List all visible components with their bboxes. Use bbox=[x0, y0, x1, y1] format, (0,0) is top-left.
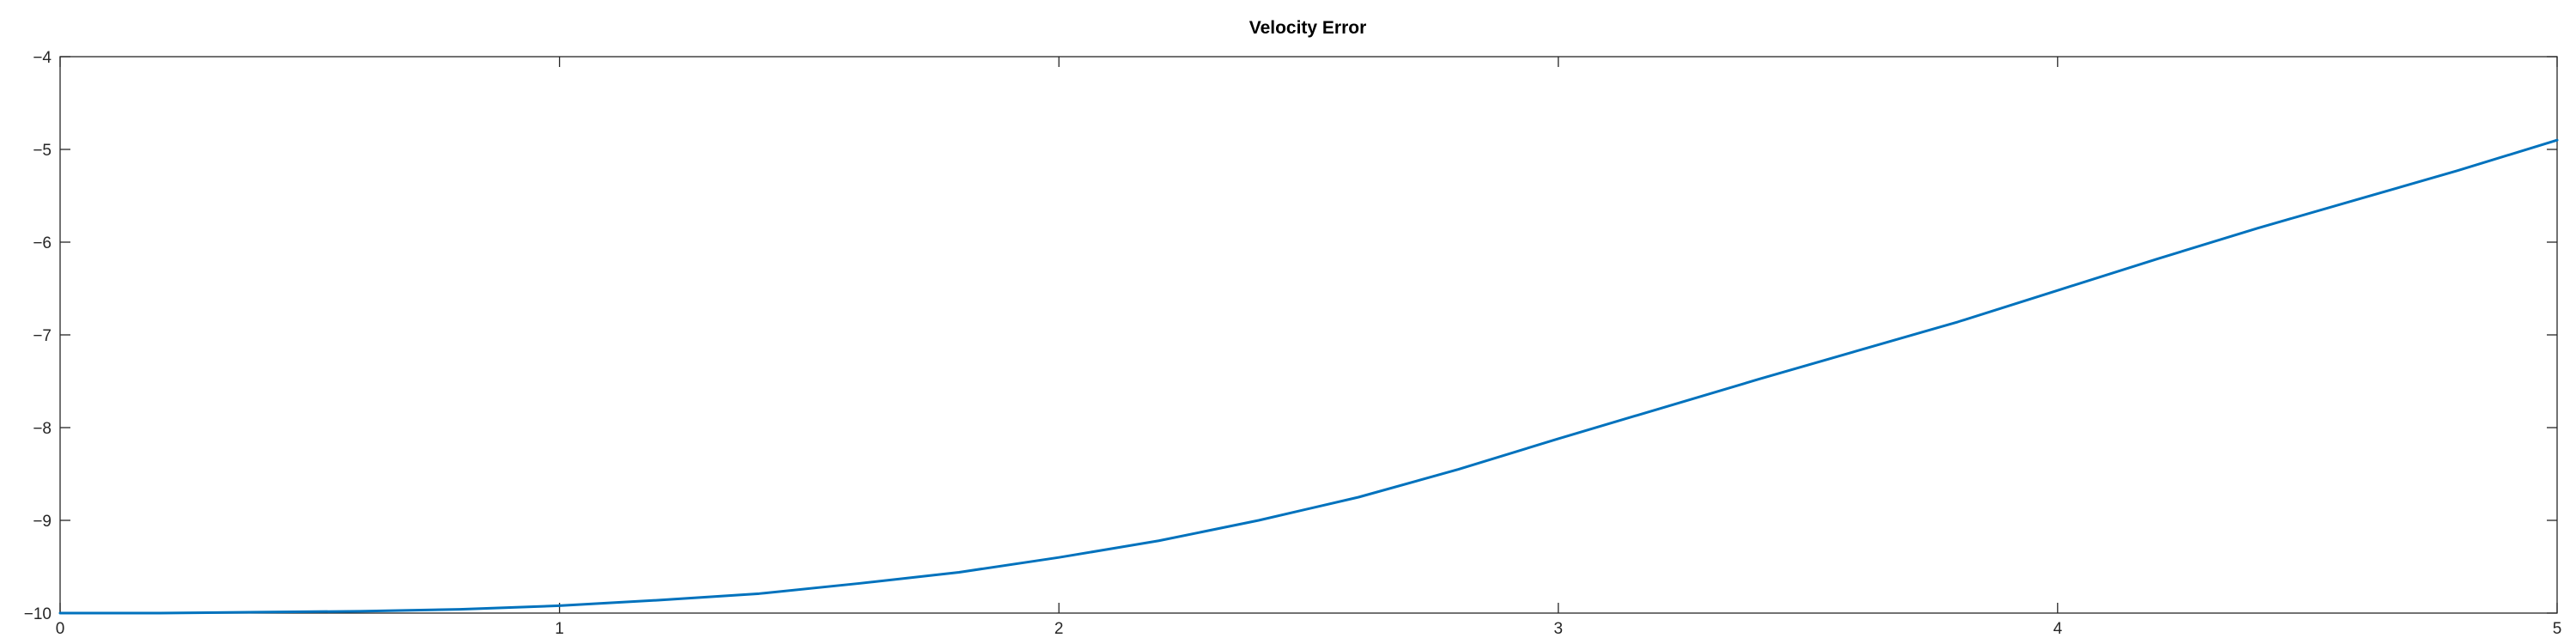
x-tick-label: 1 bbox=[555, 620, 564, 638]
x-tick-label: 2 bbox=[1054, 620, 1064, 638]
series-layer bbox=[58, 138, 2559, 615]
plot-area-frame bbox=[59, 56, 2558, 614]
x-tick-label: 5 bbox=[2553, 620, 2562, 638]
x-tick-label: 3 bbox=[1554, 620, 1564, 638]
tick-labels: 0 1 2 3 4 5 −10 −9 −8 −7 −6 −5 −4 bbox=[24, 49, 2562, 638]
y-tick-label: −10 bbox=[24, 605, 52, 623]
y-tick-label: −9 bbox=[33, 513, 52, 531]
chart-title: Velocity Error bbox=[1249, 18, 1367, 38]
y-tick-label: −6 bbox=[33, 234, 52, 252]
y-tick-label: −7 bbox=[33, 327, 52, 345]
series-line-velocity-error bbox=[58, 138, 2559, 615]
axis-ticks bbox=[59, 56, 2558, 614]
y-tick-label: −5 bbox=[33, 142, 52, 160]
y-tick-label: −4 bbox=[33, 49, 52, 67]
y-tick-label: −8 bbox=[33, 420, 52, 438]
x-tick-label: 0 bbox=[56, 620, 65, 638]
x-tick-label: 4 bbox=[2053, 620, 2063, 638]
